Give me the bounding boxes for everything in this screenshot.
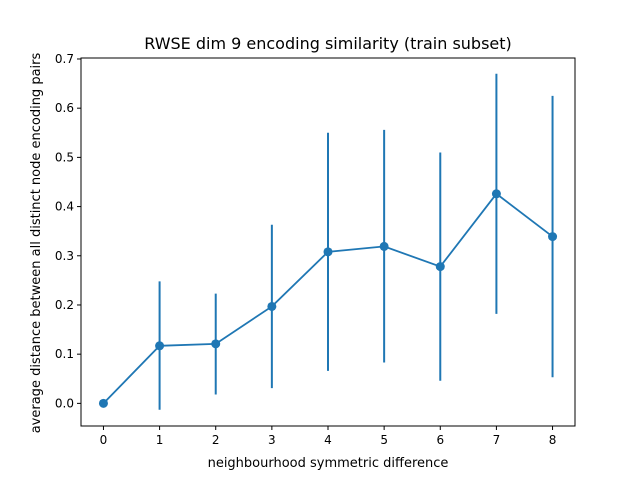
y-axis-ticks: 0.0 0.1 0.2 0.3 0.4 0.5 0.6 0.7 (55, 52, 81, 410)
y-axis-label: average distance between all distinct no… (29, 53, 44, 434)
x-tick-label: 7 (493, 433, 501, 447)
data-point (548, 232, 558, 242)
data-point (267, 301, 277, 311)
x-tick-label: 8 (549, 433, 557, 447)
data-point (98, 398, 108, 408)
y-tick-label: 0.7 (55, 52, 74, 66)
x-tick-label: 4 (324, 433, 332, 447)
data-point (211, 339, 221, 349)
x-axis-label: neighbourhood symmetric difference (208, 456, 449, 471)
data-point (379, 241, 389, 251)
data-point (491, 189, 501, 199)
x-tick-label: 0 (100, 433, 108, 447)
x-tick-label: 1 (156, 433, 164, 447)
x-tick-label: 6 (436, 433, 444, 447)
data-points (98, 189, 558, 408)
data-point (323, 247, 333, 257)
y-tick-label: 0.2 (55, 298, 74, 312)
chart-title: RWSE dim 9 encoding similarity (train su… (144, 34, 512, 53)
data-point (435, 262, 445, 272)
error-bars (158, 73, 554, 410)
y-tick-label: 0.1 (55, 347, 74, 361)
y-tick-label: 0.0 (55, 396, 74, 410)
y-tick-label: 0.5 (55, 150, 74, 164)
x-axis-ticks: 0 1 2 3 4 5 6 7 8 (100, 426, 557, 447)
x-tick-label: 3 (268, 433, 276, 447)
data-point (155, 341, 165, 351)
y-tick-label: 0.6 (55, 101, 74, 115)
x-tick-label: 2 (212, 433, 220, 447)
x-tick-label: 5 (380, 433, 388, 447)
y-tick-label: 0.4 (55, 200, 74, 214)
y-tick-label: 0.3 (55, 249, 74, 263)
